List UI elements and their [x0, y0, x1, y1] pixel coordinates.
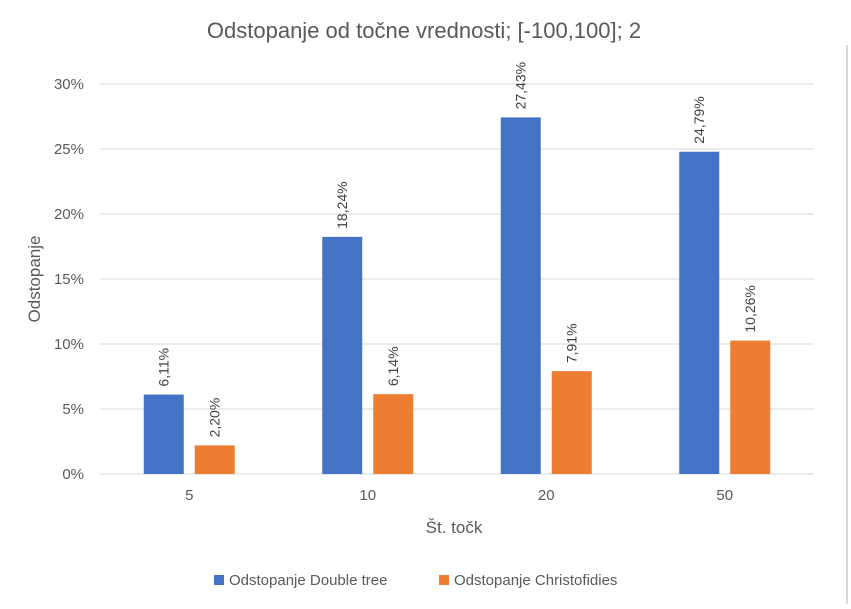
x-tick-label: 10 — [359, 487, 376, 504]
bar — [679, 151, 720, 475]
bars: 6,11% 2,20% 18,24% 6,14% 27,43% 7,91% 24,79% 10… — [143, 62, 771, 475]
x-tick-label: 5 — [185, 487, 193, 504]
bar — [551, 371, 592, 474]
y-axis-title: Odstopanje — [25, 236, 44, 323]
panel-divider — [846, 45, 848, 604]
x-tick-label: 20 — [538, 487, 555, 504]
data-label: 7,91% — [564, 323, 580, 363]
y-tick-label: 20% — [54, 206, 84, 223]
bar — [730, 340, 771, 474]
y-tick-label: 0% — [62, 466, 84, 483]
x-axis-ticks: 5 10 20 50 — [185, 487, 733, 504]
data-label: 24,79% — [691, 96, 707, 143]
legend-swatch — [439, 575, 449, 585]
bar — [194, 445, 235, 474]
y-tick-label: 5% — [62, 401, 84, 418]
legend: Odstopanje Double tree Odstopanje Christo… — [214, 572, 617, 589]
data-label: 10,26% — [742, 285, 758, 332]
gridlines — [100, 83, 814, 475]
bar — [373, 394, 414, 474]
data-label: 6,11% — [156, 348, 172, 387]
legend-label: Odstopanje Double tree — [229, 572, 387, 589]
data-label: 18,24% — [334, 181, 350, 228]
y-tick-label: 15% — [54, 271, 84, 288]
y-tick-label: 10% — [54, 336, 84, 353]
data-label: 2,20% — [207, 398, 223, 438]
bar — [322, 236, 363, 474]
legend-swatch — [214, 575, 224, 585]
bar — [500, 117, 541, 474]
chart-title: Odstopanje od točne vrednosti; [-100,100… — [207, 18, 641, 43]
y-tick-label: 30% — [54, 76, 84, 93]
x-tick-label: 50 — [716, 487, 733, 504]
x-axis-title: Št. točk — [426, 518, 483, 537]
data-label: 6,14% — [385, 346, 401, 386]
legend-label: Odstopanje Christofidies — [454, 572, 617, 589]
data-label: 27,43% — [513, 62, 529, 109]
y-tick-label: 25% — [54, 141, 84, 158]
y-axis-ticks: 0% 5% 10% 15% 20% 25% 30% — [54, 76, 84, 483]
bar — [143, 394, 184, 474]
